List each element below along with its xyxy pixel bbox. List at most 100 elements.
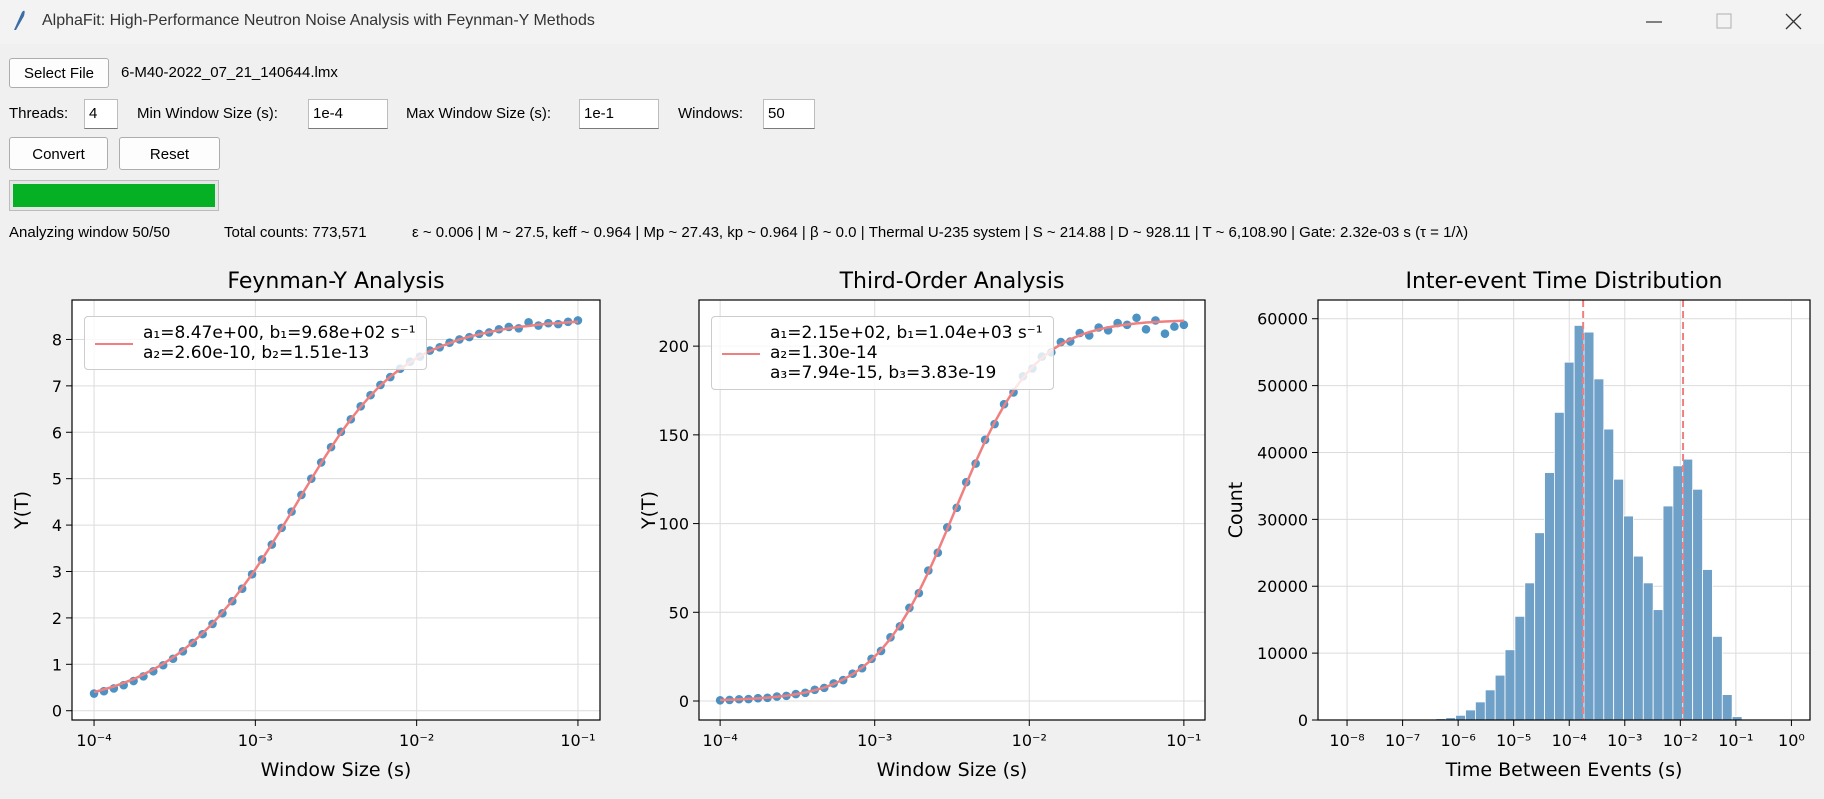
plot-area <box>72 300 600 720</box>
legend: a₁=2.15e+02, b₁=1.04e+03 s⁻¹ a₂=1.30e-14… <box>711 316 1054 390</box>
axes-frame <box>1317 299 1811 721</box>
x-tick-label: 10⁻² <box>399 731 434 750</box>
x-axis-label: Window Size (s) <box>877 759 1028 781</box>
histogram-bar <box>1524 582 1536 721</box>
x-axis-label: Window Size (s) <box>261 759 412 781</box>
y-tick-label: 50 <box>669 603 689 622</box>
data-point <box>715 696 725 705</box>
histogram-bar <box>1672 465 1684 721</box>
y-tick-label: 0 <box>1298 711 1308 730</box>
histogram-bar <box>1613 478 1624 721</box>
max-window-input[interactable]: 1e-1 <box>579 99 659 129</box>
histogram-bar <box>1603 428 1615 721</box>
data-point <box>573 316 583 325</box>
progress-fill <box>13 184 215 207</box>
data-point <box>1141 324 1151 334</box>
windows-label: Windows: <box>678 105 744 122</box>
legend-label: a₁=2.15e+02, b₁=1.04e+03 s⁻¹ a₂=1.30e-14… <box>770 323 1043 383</box>
windows-input[interactable]: 50 <box>763 99 815 129</box>
histogram-bar <box>1494 674 1506 721</box>
histogram-bar <box>1633 555 1644 721</box>
histogram-bar <box>1514 615 1526 721</box>
chart-title: Inter-event Time Distribution <box>1405 269 1722 294</box>
y-tick-label: 50000 <box>1257 377 1308 396</box>
x-tick-label: 10⁻⁴ <box>1552 731 1587 750</box>
fit-line <box>93 320 579 694</box>
status-summary: ε ~ 0.006 | M ~ 27.5, keff ~ 0.964 | Mp … <box>412 224 1469 241</box>
x-tick-label: 10⁻¹ <box>1166 731 1201 750</box>
histogram-bar <box>1642 582 1654 721</box>
data-point <box>1179 320 1189 330</box>
y-tick-label: 5 <box>52 470 62 489</box>
y-tick-label: 0 <box>52 702 62 721</box>
histogram-bar <box>1504 649 1516 721</box>
x-tick-label: 10⁻² <box>1663 731 1698 750</box>
chart-title: Feynman-Y Analysis <box>227 269 444 294</box>
axes-frame <box>71 299 601 721</box>
close-button[interactable] <box>1785 13 1802 30</box>
legend-label: a₁=8.47e+00, b₁=9.68e+02 s⁻¹ a₂=2.60e-10… <box>143 323 416 363</box>
legend-swatch <box>95 343 133 345</box>
threads-input[interactable]: 4 <box>84 99 118 129</box>
histogram-bar <box>1593 378 1605 721</box>
y-tick-label: 200 <box>658 337 689 356</box>
progress-bar <box>9 180 219 211</box>
x-tick-label: 10⁻³ <box>857 731 892 750</box>
y-tick-label: 60000 <box>1257 310 1308 329</box>
max-window-label: Max Window Size (s): <box>406 105 552 122</box>
select-file-button[interactable]: Select File <box>9 58 109 88</box>
status-window: Analyzing window 50/50 <box>9 224 170 241</box>
data-point <box>1170 322 1179 331</box>
threads-label: Threads: <box>9 105 69 122</box>
y-axis-label: Y(T) <box>11 491 33 530</box>
y-axis-label: Y(T) <box>638 491 660 530</box>
x-tick-label: 10⁻⁴ <box>703 731 738 750</box>
histogram-bar <box>1465 709 1476 721</box>
plots: 10⁻⁴ 10⁻³ 10⁻² 10⁻¹ 0 1 2 3 4 5 6 7 8 Feynman-Y Analy… <box>11 269 1811 781</box>
legend-swatch <box>722 353 760 355</box>
x-tick-label: 10⁻³ <box>238 731 273 750</box>
histogram-bar <box>1721 694 1733 721</box>
window-title: AlphaFit: High-Performance Neutron Noise… <box>42 12 595 29</box>
y-tick-label: 20000 <box>1257 577 1308 596</box>
data-point <box>1160 329 1170 339</box>
y-tick-label: 30000 <box>1257 510 1308 529</box>
y-tick-label: 7 <box>52 377 62 396</box>
y-tick-label: 3 <box>52 562 62 581</box>
histogram-bar <box>1544 472 1555 721</box>
reset-button[interactable]: Reset <box>119 137 220 170</box>
legend: a₁=8.47e+00, b₁=9.68e+02 s⁻¹ a₂=2.60e-10… <box>84 316 427 370</box>
x-tick-label: 10⁻⁴ <box>76 731 111 750</box>
y-tick-label: 0 <box>679 692 689 711</box>
file-name: 6-M40-2022_07_21_140644.lmx <box>121 64 338 81</box>
min-window-label: Min Window Size (s): <box>137 105 278 122</box>
y-axis-label: Count <box>1225 482 1247 538</box>
min-window-input[interactable]: 1e-4 <box>308 99 388 129</box>
x-tick-label: 10⁻⁵ <box>1496 731 1531 750</box>
histogram-bar <box>1475 701 1486 721</box>
x-axis-label: Time Between Events (s) <box>1445 759 1683 781</box>
x-tick-label: 10⁻² <box>1012 731 1047 750</box>
maximize-button[interactable] <box>1716 13 1732 29</box>
y-tick-label: 10000 <box>1257 644 1308 663</box>
histogram-bar <box>1692 488 1703 721</box>
y-tick-label: 6 <box>52 423 62 442</box>
histogram-bar <box>1563 361 1575 721</box>
histogram-bar <box>1702 569 1713 721</box>
convert-button[interactable]: Convert <box>9 137 108 170</box>
status-counts: Total counts: 773,571 <box>224 224 367 241</box>
chart-title: Third-Order Analysis <box>839 269 1065 294</box>
x-tick-label: 10⁰ <box>1778 731 1805 750</box>
fit-line <box>720 319 1184 702</box>
histogram-bar <box>1662 505 1674 721</box>
x-tick-label: 10⁻⁷ <box>1385 731 1420 750</box>
y-tick-label: 8 <box>52 330 62 349</box>
histogram-bar <box>1554 411 1565 721</box>
histogram-bar <box>1623 515 1634 721</box>
x-tick-label: 10⁻⁶ <box>1441 731 1476 750</box>
y-tick-label: 150 <box>658 426 689 445</box>
app-icon <box>14 10 25 30</box>
histogram-bar <box>1455 714 1466 721</box>
histogram-bar <box>1534 532 1545 721</box>
